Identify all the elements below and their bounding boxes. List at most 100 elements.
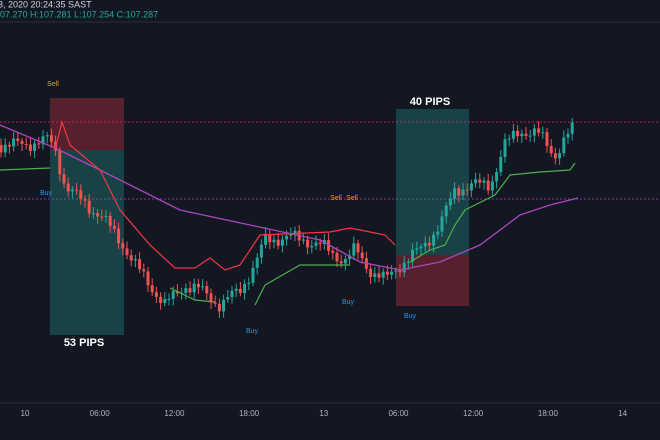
x-tick-label: 18:00	[538, 409, 559, 418]
candle-body	[20, 141, 24, 145]
candle-body	[289, 234, 293, 236]
candle-body	[41, 136, 45, 145]
candle-body	[423, 242, 427, 247]
candle-body	[33, 143, 37, 152]
candle-body	[478, 179, 482, 183]
candle-body	[217, 303, 221, 312]
candle-body	[133, 259, 137, 261]
candle-body	[142, 269, 146, 272]
candle-body	[306, 239, 310, 248]
candle-body	[121, 243, 125, 249]
candle-body	[150, 285, 154, 293]
signal-label: Buy	[246, 328, 259, 335]
candle-body	[230, 290, 234, 298]
pips-label: 53 PIPS	[64, 337, 104, 349]
candle-body	[7, 144, 11, 147]
candle-body	[339, 261, 343, 264]
candle-body	[24, 144, 28, 146]
signal-label: Sell	[330, 195, 342, 202]
candle-body	[91, 213, 95, 215]
candle-body	[247, 282, 251, 284]
candle-body	[419, 246, 423, 249]
candle-body	[545, 132, 549, 146]
candle-body	[537, 128, 541, 133]
candle-body	[293, 230, 297, 235]
candle-body	[553, 153, 557, 159]
candle-body	[457, 188, 461, 196]
candle-body	[411, 249, 415, 262]
trail-up	[409, 162, 576, 263]
candle-body	[251, 267, 255, 283]
x-tick-label: 10	[21, 409, 30, 418]
candle-body	[201, 286, 205, 288]
target-zone	[50, 150, 124, 335]
candle-body	[75, 189, 79, 191]
x-axis-labels: 10 06:00 12:00 18:00 13 06:00 12:00 18:00 14	[21, 409, 628, 418]
candle-body	[314, 242, 318, 246]
candle-body	[394, 270, 398, 272]
candle-body	[520, 133, 524, 137]
candle-body	[461, 189, 465, 196]
candle-body	[444, 205, 448, 217]
candle-body	[0, 145, 3, 153]
x-tick-label: 13	[319, 409, 328, 418]
candle-body	[268, 234, 272, 243]
candle-body	[167, 298, 171, 300]
candle-body	[486, 180, 490, 191]
candle-body	[436, 231, 440, 235]
candle-body	[385, 271, 389, 275]
candle-body	[432, 234, 436, 246]
candle-body	[318, 242, 322, 244]
candle-body	[45, 135, 49, 137]
candle-body	[381, 271, 385, 278]
trail-up	[254, 264, 350, 306]
candle-body	[541, 132, 545, 134]
candle-body	[331, 250, 335, 253]
candle-body	[87, 200, 91, 214]
candle-body	[532, 128, 536, 136]
candle-body	[209, 293, 213, 303]
trail-up	[169, 287, 216, 303]
candle-body	[453, 188, 457, 199]
trail-down	[54, 119, 396, 271]
candle-body	[465, 189, 469, 191]
candle-body	[566, 133, 570, 138]
candle-body	[184, 288, 188, 293]
candle-body	[276, 239, 280, 246]
candle-body	[188, 288, 192, 293]
candle-body	[79, 190, 83, 200]
candle-body	[49, 135, 53, 142]
candle-body	[352, 243, 356, 256]
candle-body	[243, 283, 247, 294]
candle-body	[524, 133, 528, 136]
x-tick-label: 06:00	[388, 409, 409, 418]
x-tick-label: 12:00	[463, 409, 484, 418]
candle-body	[129, 255, 133, 261]
candle-body	[448, 198, 452, 206]
header-ohlc: l07.270 H:107.281 L:107.254 C:107.287	[0, 9, 158, 19]
candle-body	[495, 172, 499, 182]
candle-body	[406, 261, 410, 263]
candle-body	[226, 297, 230, 300]
candle-body	[83, 199, 87, 201]
candle-body	[213, 302, 217, 304]
candle-body	[138, 259, 142, 270]
candle-body	[490, 181, 494, 191]
candle-body	[205, 286, 209, 294]
candle-body	[70, 189, 74, 192]
candle-body	[511, 130, 515, 139]
candle-body	[234, 288, 238, 291]
candle-body	[62, 174, 66, 184]
candle-body	[402, 262, 406, 273]
candle-body	[356, 243, 360, 253]
signal-label: Sell	[47, 81, 59, 88]
moving-average	[0, 124, 579, 271]
candle-body	[28, 144, 32, 152]
candle-body	[482, 180, 486, 183]
candle-body	[301, 239, 305, 241]
candle-body	[171, 290, 175, 299]
x-tick-label: 18:00	[239, 409, 260, 418]
candle-body	[255, 257, 259, 268]
candle-body	[427, 242, 431, 246]
candle-body	[549, 145, 553, 154]
